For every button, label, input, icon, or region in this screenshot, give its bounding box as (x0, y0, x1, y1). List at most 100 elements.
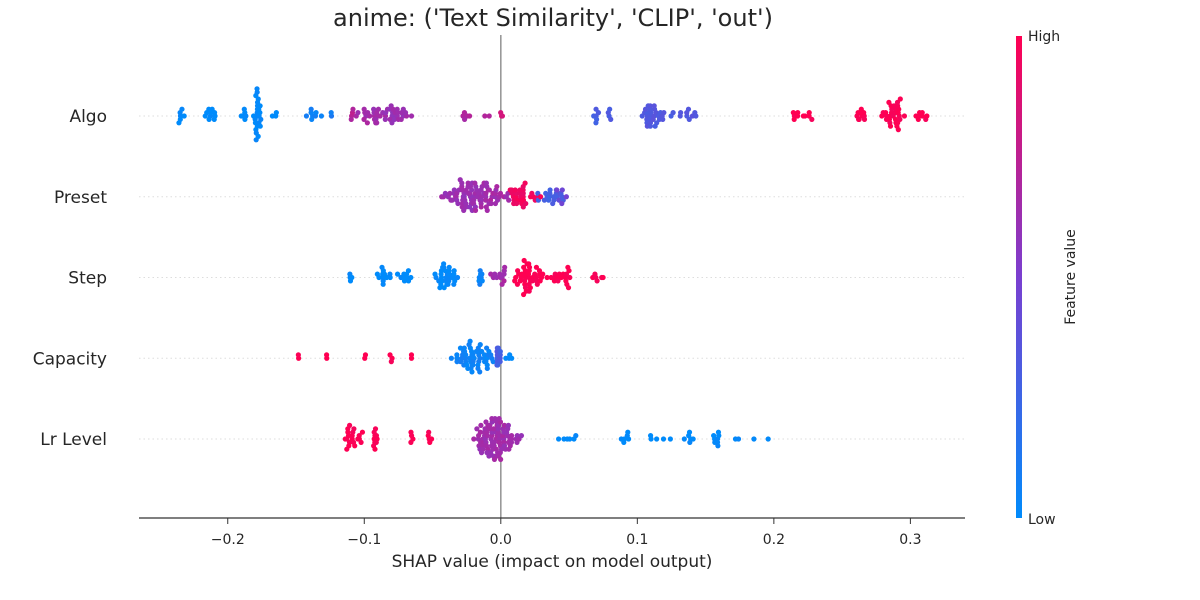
shap-point (303, 113, 310, 119)
shap-point (559, 187, 565, 193)
shap-point (484, 365, 490, 372)
shap-point (365, 110, 371, 116)
shap-point (522, 180, 528, 186)
shap-point (693, 113, 699, 119)
shap-point (364, 120, 370, 126)
shap-point (408, 429, 414, 435)
shap-point (371, 106, 377, 112)
shap-point (253, 137, 259, 143)
shap-point (373, 439, 379, 445)
shap-point (432, 271, 438, 277)
shap-point (533, 264, 540, 270)
shap-point (499, 281, 505, 287)
shap-point (257, 123, 263, 129)
shap-point (346, 422, 353, 428)
shap-point (544, 274, 550, 281)
shap-point (451, 281, 457, 287)
shap-point (479, 278, 485, 284)
shap-point (608, 116, 614, 122)
shap-point (379, 264, 385, 270)
shap-point (466, 113, 473, 119)
shap-point (470, 352, 476, 358)
shap-point (520, 291, 527, 298)
shap-point (176, 120, 182, 126)
shap-point (518, 433, 525, 439)
shap-point (687, 439, 693, 445)
shap-point (398, 116, 404, 122)
shap-point (408, 439, 414, 445)
shap-point (790, 110, 796, 116)
shap-point (897, 96, 903, 102)
shap-point (690, 436, 696, 442)
shap-point (405, 268, 412, 274)
shap-point (652, 123, 658, 129)
shap-point (387, 271, 393, 277)
shap-point (715, 443, 721, 449)
shap-point (901, 113, 908, 119)
shap-point (534, 281, 540, 287)
shap-point (484, 207, 490, 213)
shap-point (540, 271, 546, 277)
shap-point (478, 450, 485, 456)
shap-point (447, 190, 453, 196)
shap-point (388, 359, 394, 365)
shap-point (565, 264, 571, 270)
shap-point (356, 433, 362, 439)
shap-point (454, 274, 461, 281)
shap-point (477, 369, 483, 375)
shap-point (483, 197, 489, 203)
shap-point (924, 113, 930, 119)
shap-point (625, 436, 632, 442)
shap-point (351, 426, 357, 432)
shap-point (567, 274, 573, 281)
shap-point (791, 116, 797, 122)
shap-point (483, 180, 489, 186)
shap-point (474, 426, 480, 432)
shap-point (472, 207, 479, 213)
x-tick-label: 0.1 (626, 532, 648, 548)
shap-point (491, 426, 497, 432)
shap-point (488, 352, 494, 358)
shap-point (372, 426, 379, 432)
shap-point (735, 436, 742, 442)
shap-point (506, 197, 512, 203)
shap-point (318, 113, 325, 119)
shap-point (309, 116, 315, 122)
shap-point (526, 261, 532, 267)
shap-point (471, 436, 477, 442)
shap-point (469, 369, 475, 375)
shap-point (861, 110, 867, 116)
shap-point (541, 197, 548, 203)
shap-point (211, 116, 217, 122)
shap-point (437, 285, 443, 291)
shap-point (454, 359, 460, 365)
shap-point (547, 187, 553, 193)
shap-point (478, 204, 484, 210)
shap-point (715, 429, 722, 435)
shap-point (563, 194, 569, 200)
shap-point (536, 268, 543, 274)
shap-point (344, 446, 350, 452)
shap-point (461, 345, 467, 351)
shap-point (567, 436, 573, 442)
shap-point (592, 271, 598, 277)
shap-point (387, 352, 393, 358)
shap-point (492, 416, 498, 422)
shap-point (508, 433, 515, 439)
shap-point (380, 281, 386, 287)
shap-point (607, 106, 613, 112)
shap-point (482, 113, 488, 119)
shap-point (358, 439, 364, 445)
feature-labels: Algo Preset Step Capacity Lr Level (33, 107, 108, 450)
shap-point (373, 433, 380, 439)
shap-point (537, 194, 544, 200)
shap-point (809, 116, 815, 122)
shap-point (313, 110, 319, 116)
shap-point (514, 200, 520, 207)
shap-point (328, 110, 334, 116)
shap-point (470, 362, 476, 368)
shap-points (176, 86, 930, 462)
shap-point (254, 86, 260, 92)
shap-point (179, 106, 185, 112)
shap-point (751, 436, 757, 442)
